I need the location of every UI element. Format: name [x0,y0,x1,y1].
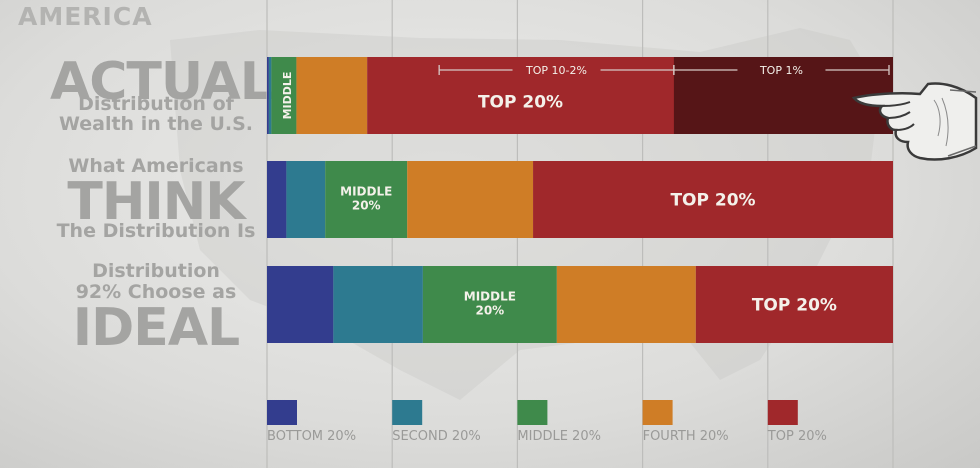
row-label-think-line3: The Distribution Is [56,220,256,242]
annotation-label-0: TOP 10-2% [525,64,587,77]
bar-label-ideal-4: TOP 20% [752,296,837,316]
legend: BOTTOM 20% SECOND 20% MIDDLE 20% FOURTH 20%… [267,400,827,444]
bar-segment-actual-0 [267,57,269,134]
pointing-hand-icon [851,82,978,161]
row-label-think-line1: What Americans [68,155,244,177]
annotation-label-1: TOP 1% [759,64,803,77]
legend-swatch-3 [642,400,673,425]
row-label-ideal-line1: Distribution [92,260,220,282]
bar-segment-ideal-3 [556,266,696,343]
bar-label-ideal-2: MIDDLE 20% [464,290,516,318]
bar-segment-think-4 [533,161,893,238]
bar-segment-think-3 [407,161,534,238]
legend-label-2: MIDDLE 20% [517,429,601,444]
row-label-actual-line1: ACTUAL [50,52,273,112]
bar-segment-think-0 [267,161,287,238]
row-label-think-line2: THINK [67,172,245,232]
legend-label-3: FOURTH 20% [643,429,729,444]
row-label-actual-line3: Wealth in the U.S. [58,113,254,135]
bar-label-think-2: MIDDLE 20% [340,185,392,213]
legend-swatch-2 [517,400,548,425]
bar-segment-think-2 [325,161,408,238]
bar-segment-actual-3 [296,57,368,134]
row-label-actual-line2: Distribution of [78,93,234,115]
row-label-ideal-line2: 92% Choose as [75,281,237,303]
legend-swatch-0 [267,400,297,425]
bar-segment-ideal-1 [333,266,423,343]
legend-label-4: TOP 20% [767,429,827,444]
brand-title: AMERICA [18,2,153,31]
bar-segment-ideal-0 [267,266,334,343]
bar-segment-actual-1 [268,57,272,134]
legend-swatch-1 [392,400,423,425]
legend-label-1: SECOND 20% [392,429,481,444]
bars: MIDDLE TOP 20% MIDDLE 20% TOP 20% MIDDLE 20% TO… [267,57,893,343]
legend-swatch-4 [767,400,798,425]
bar-segment-actual-2 [271,57,297,134]
bar-segment-think-1 [286,161,326,238]
bar-label-actual-2: MIDDLE [281,72,294,120]
bar-segment-ideal-4 [695,266,893,343]
annotations: TOP 10-2% TOP 1% [438,64,890,77]
bar-segment-ideal-2 [422,266,557,343]
row-label-ideal-line3: IDEAL [72,298,240,358]
bar-label-think-4: TOP 20% [670,191,755,211]
bar-label-actual-4: TOP 20% [478,93,563,113]
legend-label-0: BOTTOM 20% [267,429,356,444]
